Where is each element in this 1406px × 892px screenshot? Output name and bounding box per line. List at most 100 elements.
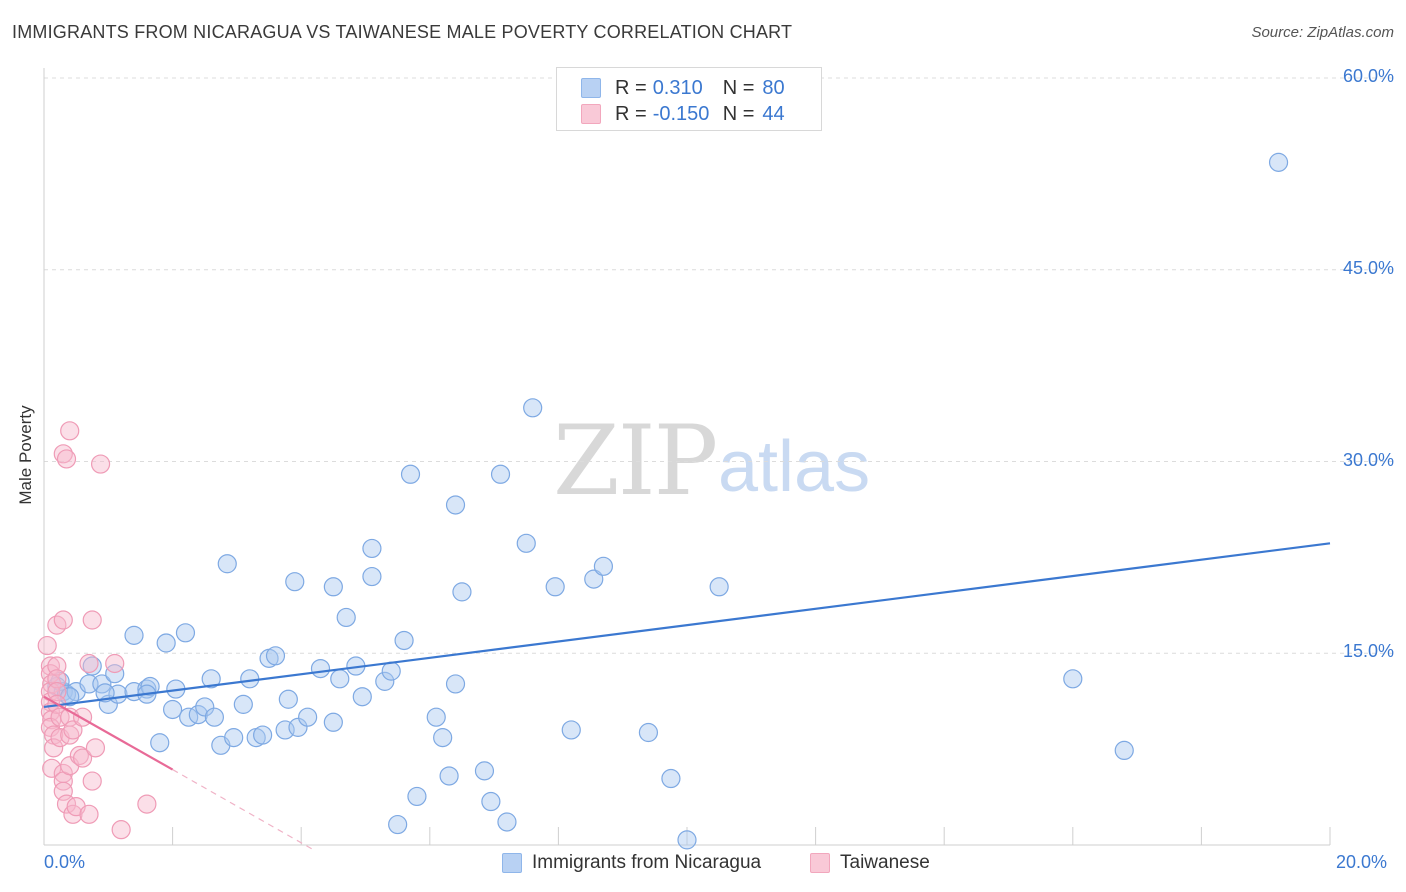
nicaragua-point <box>140 676 160 697</box>
nicaragua-point <box>375 671 395 691</box>
nicaragua-point <box>224 728 244 748</box>
taiwanese-point <box>72 748 93 768</box>
nicaragua-point <box>362 566 382 587</box>
nicaragua-point <box>490 464 511 484</box>
nicaragua-point <box>638 722 659 743</box>
legend-n-label: N = <box>722 102 755 125</box>
nicaragua-point <box>285 572 305 592</box>
y-axis-label: Male Poverty <box>16 405 35 505</box>
taiwanese-point <box>60 421 80 441</box>
nicaragua-point <box>400 464 421 484</box>
nicaragua-point <box>407 786 427 807</box>
nicaragua-point <box>452 582 472 602</box>
nicaragua-point <box>253 725 273 745</box>
legend-label: Immigrants from Nicaragua <box>532 852 762 873</box>
trend-line-taiwanese-extension <box>172 769 315 851</box>
nicaragua-point <box>709 577 729 597</box>
trend-lines <box>43 542 1331 851</box>
nicaragua-point <box>445 495 466 515</box>
nicaragua-point <box>362 538 382 559</box>
taiwanese-point <box>63 720 83 740</box>
nicaragua-point <box>82 656 102 676</box>
watermark-atlas: atlas <box>718 427 871 507</box>
source-label: Source: ZipAtlas.com <box>1251 24 1394 41</box>
legend-item-taiwanese: Taiwanese <box>810 852 930 874</box>
nicaragua-point <box>439 766 459 786</box>
taiwanese-point <box>56 449 77 469</box>
nicaragua-point <box>105 664 125 684</box>
trend-line-taiwanese <box>43 695 174 771</box>
nicaragua-point <box>204 707 224 727</box>
nicaragua-point <box>150 733 170 753</box>
nicaragua-point <box>156 633 176 653</box>
nicaragua-point <box>545 577 565 597</box>
taiwanese-point <box>69 745 89 766</box>
y-tick-label: 30.0% <box>1342 449 1394 470</box>
taiwanese-point <box>37 635 57 656</box>
y-tick-label: 45.0% <box>1342 257 1394 278</box>
x-tick-label-max: 20.0% <box>1336 852 1388 872</box>
taiwanese-point <box>85 738 106 758</box>
nicaragua-point <box>233 694 253 714</box>
series-taiwanese-points <box>37 421 157 840</box>
nicaragua-point <box>217 554 237 574</box>
taiwanese-point <box>44 738 64 758</box>
legend-r-label: R = <box>615 102 647 125</box>
taiwanese-point <box>79 804 99 824</box>
nicaragua-point <box>561 720 581 740</box>
legend-swatch-pink <box>581 104 601 124</box>
nicaragua-point <box>426 707 446 727</box>
legend-swatch-blue <box>581 78 601 98</box>
legend-item-nicaragua: Immigrants from Nicaragua <box>502 852 761 874</box>
nicaragua-point <box>593 556 614 576</box>
chart-title: IMMIGRANTS FROM NICARAGUA VS TAIWANESE M… <box>12 22 793 42</box>
taiwanese-point <box>90 454 111 474</box>
taiwanese-point <box>137 794 157 814</box>
nicaragua-point <box>381 661 401 681</box>
legend-n-value: 44 <box>762 102 785 125</box>
nicaragua-point <box>433 728 453 748</box>
nicaragua-point <box>523 398 543 418</box>
nicaragua-point <box>265 646 286 666</box>
legend-n-label: N = <box>722 76 755 99</box>
correlation-legend: R = 0.310 N = 80 R = -0.150 N = 44 <box>556 67 822 131</box>
nicaragua-point <box>661 768 681 789</box>
taiwanese-point <box>50 707 70 727</box>
nicaragua-point <box>95 683 115 703</box>
nicaragua-point <box>310 658 331 679</box>
nicaragua-point <box>288 717 308 737</box>
axes <box>43 68 1331 846</box>
legend-n-value: 80 <box>762 76 785 99</box>
nicaragua-point <box>394 630 414 651</box>
nicaragua-point <box>330 669 350 689</box>
nicaragua-point <box>1268 152 1289 172</box>
legend-r-value: 0.310 <box>652 76 703 99</box>
nicaragua-point <box>474 761 495 781</box>
taiwanese-point <box>63 804 83 824</box>
nicaragua-point <box>677 830 697 850</box>
taiwanese-point <box>82 771 102 791</box>
taiwanese-point <box>47 615 67 635</box>
nicaragua-point <box>323 712 343 732</box>
nicaragua-point <box>124 625 144 645</box>
nicaragua-point <box>336 607 356 628</box>
nicaragua-point <box>278 689 298 709</box>
taiwanese-point <box>53 610 73 630</box>
taiwanese-point <box>53 781 73 801</box>
taiwanese-point <box>53 444 73 464</box>
nicaragua-point <box>481 791 501 812</box>
legend-label: Taiwanese <box>840 852 930 873</box>
legend-r-value: -0.150 <box>652 102 710 125</box>
nicaragua-point <box>388 814 408 835</box>
x-tick-label-min: 0.0% <box>44 852 86 872</box>
nicaragua-point <box>188 705 208 725</box>
nicaragua-point <box>445 674 466 694</box>
nicaragua-point <box>201 669 221 689</box>
series-nicaragua-points <box>47 152 1289 850</box>
nicaragua-point <box>175 623 196 643</box>
taiwanese-point <box>111 820 131 840</box>
nicaragua-point <box>1063 669 1083 689</box>
legend-swatch-blue <box>502 853 522 873</box>
nicaragua-point <box>163 699 183 720</box>
